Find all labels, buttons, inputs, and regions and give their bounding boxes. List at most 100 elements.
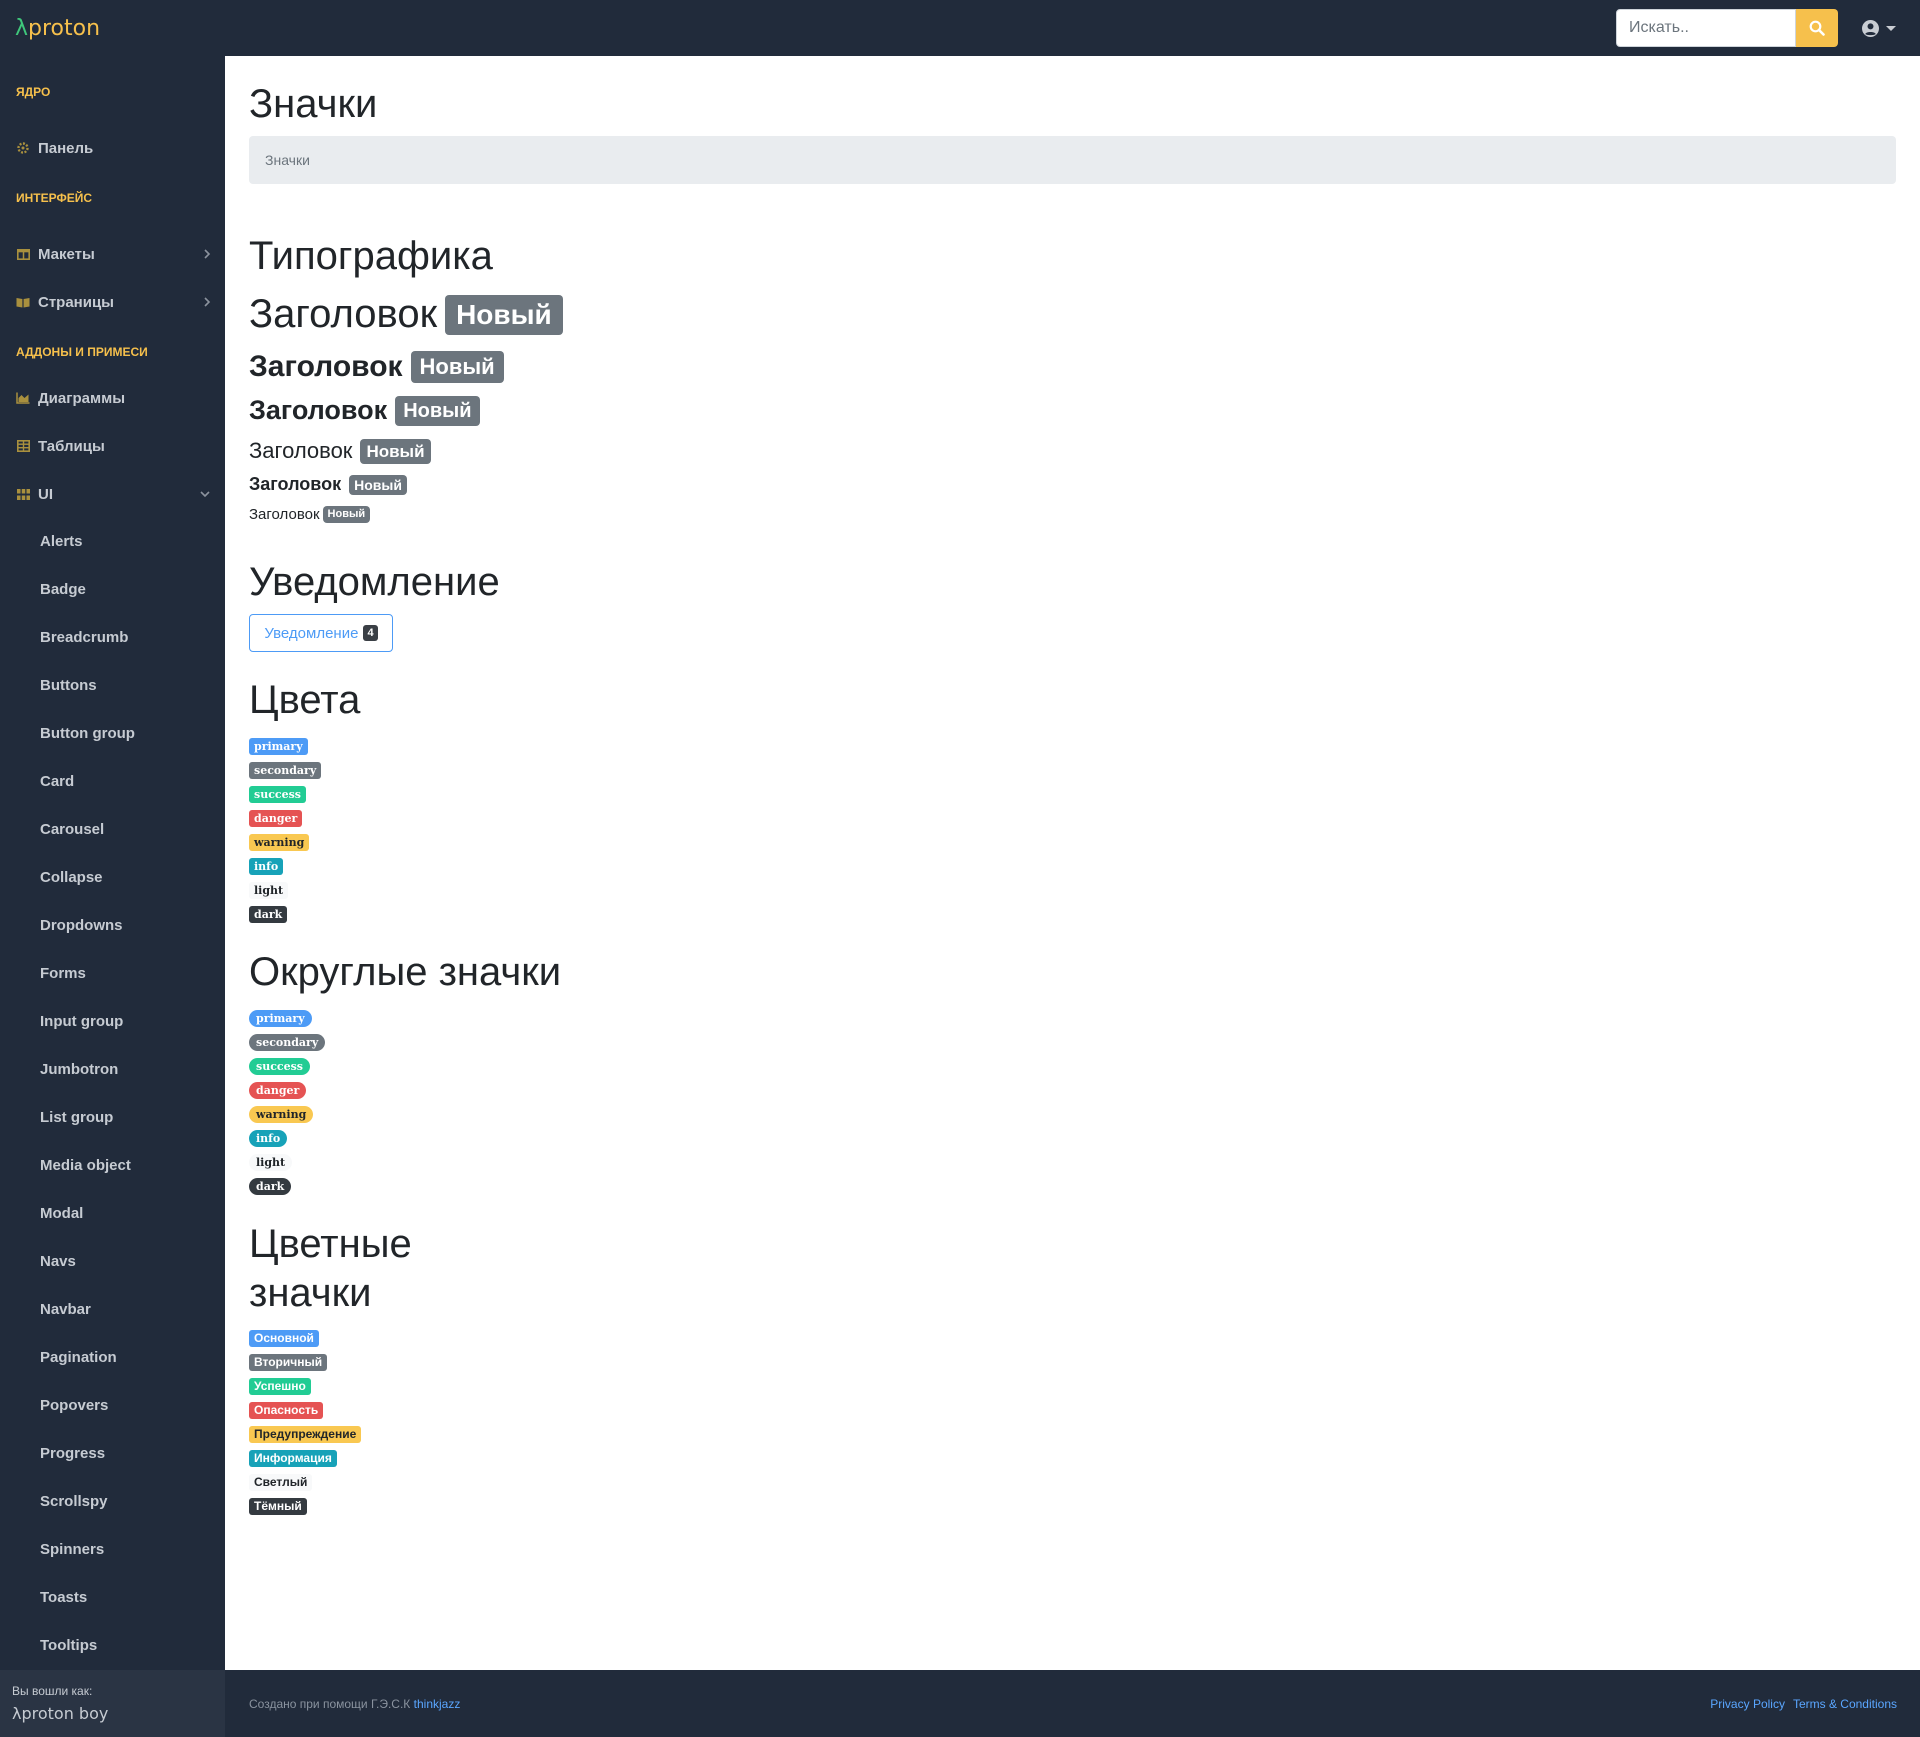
chevron-down-icon (1886, 25, 1896, 31)
badge-primary: primary (249, 738, 308, 755)
sidebar-subitem-jumbotron[interactable]: Jumbotron (40, 1061, 119, 1078)
badge-info: info (249, 1130, 288, 1147)
user-dropdown[interactable] (1862, 17, 1896, 39)
heading-h5: Заголовок Новый (249, 474, 407, 495)
sidebar-subitem-tooltips[interactable]: Tooltips (40, 1637, 98, 1654)
section-title-colored-line1: Цветные (249, 1222, 412, 1266)
sidebar-item-layouts[interactable]: Макеты (16, 242, 211, 266)
sidebar-heading-interface: Интерфейс (16, 191, 93, 205)
user-circle-icon (1862, 19, 1879, 37)
brand-logo[interactable]: λproton (15, 15, 101, 41)
page-title: Значки (249, 82, 378, 126)
sidebar-subitem-navs[interactable]: Navs (40, 1253, 76, 1270)
breadcrumb: Значки (249, 136, 1896, 184)
heading-h2: Заголовок Новый (249, 350, 504, 384)
badge-success: success (249, 786, 306, 803)
sidebar-subitem-dropdowns[interactable]: Dropdowns (40, 917, 123, 934)
section-title-pills: Округлые значки (249, 950, 562, 994)
heading-h3: Заголовок Новый (249, 395, 480, 426)
chart-area-icon (16, 391, 30, 405)
sidebar-heading-core: Ядро (16, 85, 51, 99)
sidebar-subitem-modal[interactable]: Modal (40, 1205, 84, 1222)
search-form (1616, 9, 1838, 47)
page-footer: Создано при помощи Г.Э.С.К thinkjazz Pri… (225, 1670, 1920, 1737)
sidebar-subitem-media-object[interactable]: Media object (40, 1157, 131, 1174)
top-navbar: λproton (0, 0, 1920, 56)
sidebar-item-ui[interactable]: UI (16, 482, 211, 506)
notification-button[interactable]: Уведомление 4 (249, 614, 393, 652)
badge-light: Светлый (249, 1474, 313, 1491)
footer-links: Privacy Policy Terms & Conditions (1710, 1697, 1897, 1711)
sidebar-subitem-collapse[interactable]: Collapse (40, 869, 103, 886)
badge-primary: primary (249, 1010, 312, 1027)
sidebar-subitem-toasts[interactable]: Toasts (40, 1589, 88, 1606)
sidebar-item-dashboard[interactable]: Панель (16, 136, 211, 160)
sidebar-footer: Вы вошли как: λproton boy (0, 1670, 225, 1737)
sidebar-subitem-badge[interactable]: Badge (40, 581, 86, 598)
search-button[interactable] (1796, 9, 1838, 47)
credit-link[interactable]: thinkjazz (413, 1697, 461, 1711)
chevron-right-icon (204, 249, 211, 259)
section-title-colored-line2: значки (249, 1271, 372, 1315)
sidebar-heading-addons: Аддоны и примеси (16, 345, 148, 359)
badge-info: Информация (249, 1450, 337, 1467)
sidebar: Ядро Панель Интерфейс Макеты Страницы Ад… (0, 56, 225, 1670)
sidebar-subitem-input-group[interactable]: Input group (40, 1013, 124, 1030)
sidebar-item-charts[interactable]: Диаграммы (16, 386, 211, 410)
badge-warning: Предупреждение (249, 1426, 362, 1443)
badge-secondary: secondary (249, 762, 322, 779)
badge-success: Успешно (249, 1378, 311, 1395)
sidebar-subitem-breadcrumb[interactable]: Breadcrumb (40, 629, 129, 646)
new-badge-h5: Новый (349, 474, 407, 495)
terms-link[interactable]: Terms & Conditions (1792, 1697, 1897, 1711)
badge-light: light (249, 882, 289, 899)
sidebar-subitem-pagination[interactable]: Pagination (40, 1349, 117, 1366)
sidebar-subitem-progress[interactable]: Progress (40, 1445, 106, 1462)
table-icon (16, 439, 30, 453)
sidebar-subitem-buttons[interactable]: Buttons (40, 677, 97, 694)
new-badge-h4: Новый (360, 438, 431, 464)
sidebar-subitem-card[interactable]: Card (40, 773, 75, 790)
heading-h6: Заголовок Новый (249, 506, 371, 523)
search-icon (1809, 20, 1825, 36)
cog-icon (16, 141, 30, 155)
sidebar-item-tables[interactable]: Таблицы (16, 434, 211, 458)
badge-info: info (249, 858, 284, 875)
logged-in-label: Вы вошли как: (12, 1684, 93, 1698)
sidebar-subitem-list-group[interactable]: List group (40, 1109, 114, 1126)
columns-icon (16, 247, 30, 261)
section-title-notification: Уведомление (249, 560, 500, 604)
badge-danger: danger (249, 810, 303, 827)
grid-icon (16, 487, 30, 501)
badge-success: success (249, 1058, 310, 1075)
footer-credit: Создано при помощи Г.Э.С.К thinkjazz (249, 1697, 461, 1711)
badge-secondary: Вторичный (249, 1354, 328, 1371)
notification-count-badge: 4 (363, 625, 378, 641)
badge-warning: warning (249, 1106, 314, 1123)
privacy-policy-link[interactable]: Privacy Policy (1710, 1697, 1785, 1711)
new-badge-h2: Новый (410, 351, 504, 383)
sidebar-subitem-button-group[interactable]: Button group (40, 725, 135, 742)
sidebar-subitem-navbar[interactable]: Navbar (40, 1301, 91, 1318)
badge-warning: warning (249, 834, 310, 851)
search-input[interactable] (1616, 9, 1796, 47)
sidebar-subitem-spinners[interactable]: Spinners (40, 1541, 105, 1558)
sidebar-subitem-popovers[interactable]: Popovers (40, 1397, 109, 1414)
sidebar-subitem-alerts[interactable]: Alerts (40, 533, 83, 550)
badge-dark: dark (249, 906, 288, 923)
sidebar-subitem-scrollspy[interactable]: Scrollspy (40, 1493, 108, 1510)
logged-in-user: λproton boy (12, 1704, 109, 1723)
heading-h1: Заголовок Новый (249, 292, 563, 337)
badge-secondary: secondary (249, 1034, 326, 1051)
badge-danger: danger (249, 1082, 307, 1099)
badge-dark: dark (249, 1178, 292, 1195)
chevron-right-icon (204, 297, 211, 307)
badge-light: light (249, 1154, 293, 1171)
new-badge-h3: Новый (395, 395, 480, 426)
sidebar-subitem-carousel[interactable]: Carousel (40, 821, 105, 838)
new-badge-h1: Новый (445, 294, 563, 335)
sidebar-item-pages[interactable]: Страницы (16, 290, 211, 314)
sidebar-subitem-forms[interactable]: Forms (40, 965, 86, 982)
badge-danger: Опасность (249, 1402, 324, 1419)
section-title-typography: Типографика (249, 234, 493, 278)
